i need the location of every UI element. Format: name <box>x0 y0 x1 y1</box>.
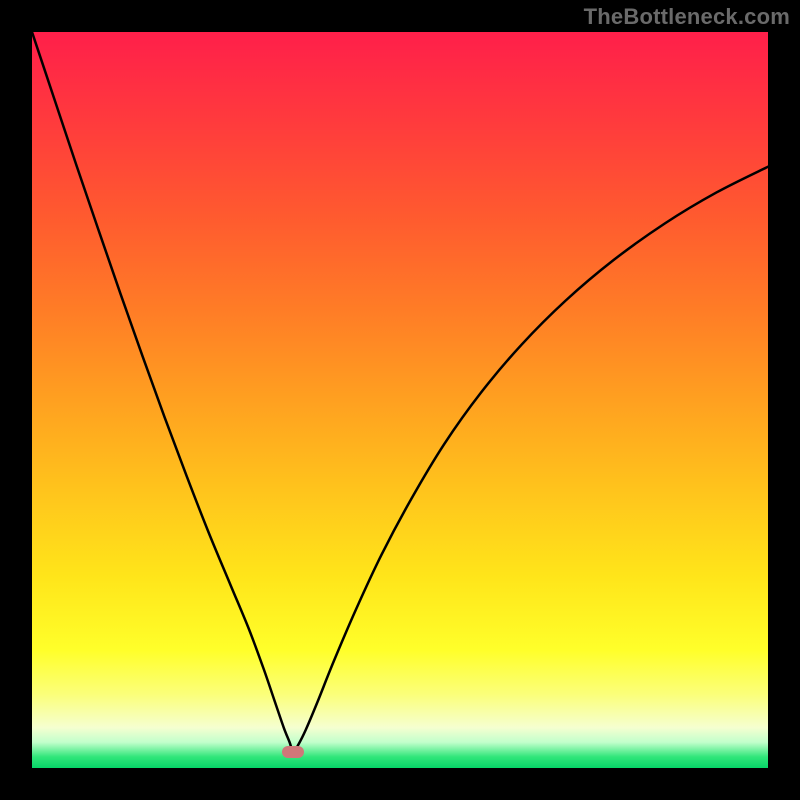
outer-frame: TheBottleneck.com <box>0 0 800 800</box>
optimal-point-marker <box>282 746 304 758</box>
watermark-text: TheBottleneck.com <box>584 4 790 30</box>
gradient-background <box>32 32 768 768</box>
plot-area <box>32 32 768 768</box>
